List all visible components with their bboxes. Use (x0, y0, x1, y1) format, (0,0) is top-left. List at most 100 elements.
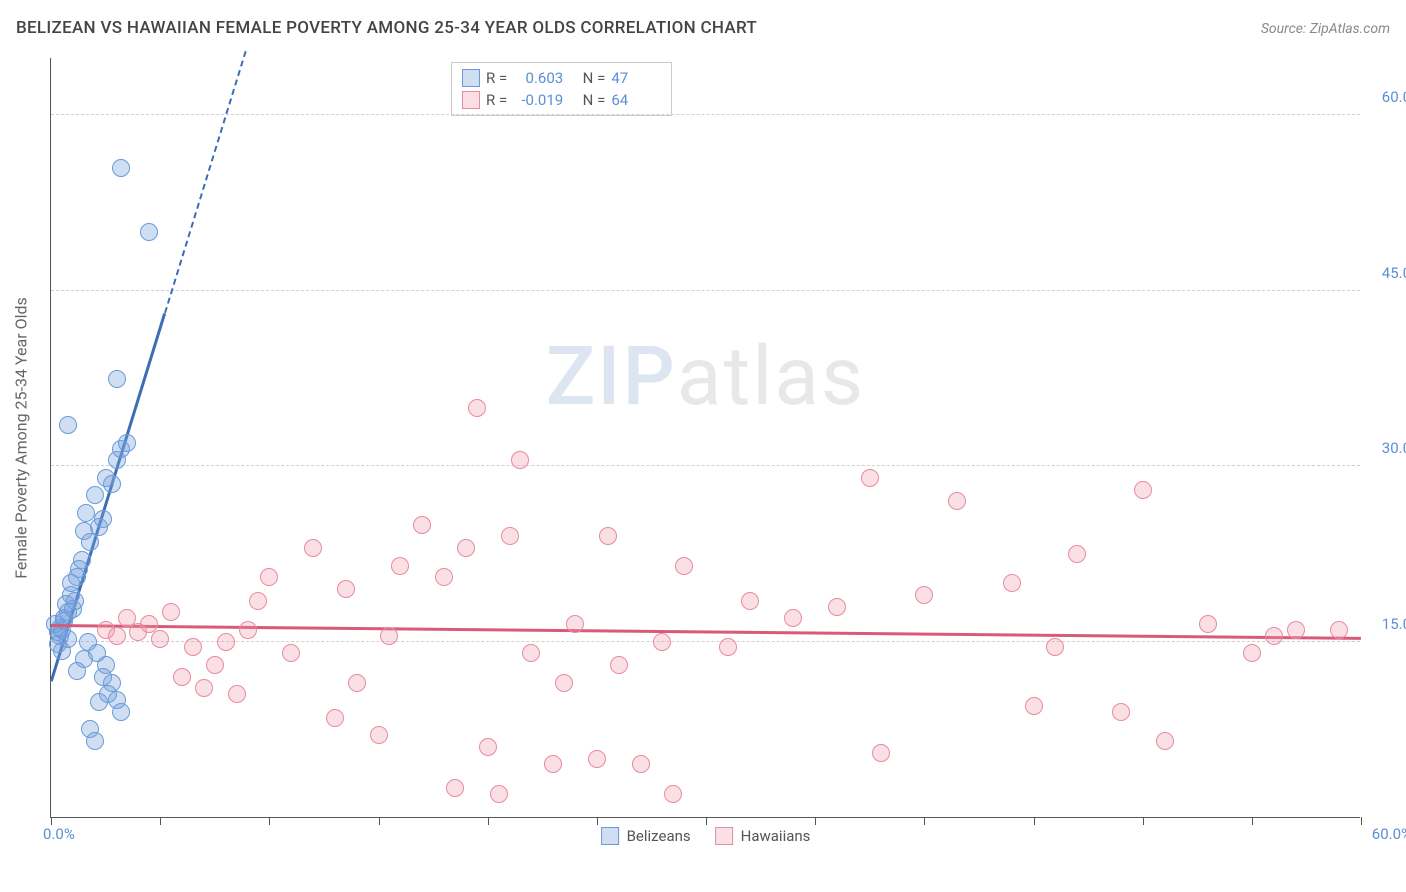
data-point (457, 539, 475, 557)
data-point (501, 527, 519, 545)
x-tick (1252, 817, 1253, 825)
data-point (88, 644, 106, 662)
legend-series-label: Belizeans (627, 827, 691, 845)
x-tick (1034, 817, 1035, 825)
series-legend: Belizeans Hawaiians (601, 827, 811, 845)
data-point (479, 738, 497, 756)
x-tick (924, 817, 925, 825)
data-point (1134, 481, 1152, 499)
data-point (828, 598, 846, 616)
n-label: N = (583, 91, 606, 109)
data-point (151, 630, 169, 648)
data-point (741, 592, 759, 610)
data-point (326, 709, 344, 727)
x-axis-min-label: 0.0% (43, 825, 75, 843)
legend-swatch (462, 91, 480, 109)
r-label: R = (486, 69, 507, 87)
data-point (108, 370, 126, 388)
data-point (162, 603, 180, 621)
x-tick (1143, 817, 1144, 825)
data-point (249, 592, 267, 610)
n-value: 47 (611, 69, 661, 87)
data-point (86, 732, 104, 750)
title-bar: BELIZEAN VS HAWAIIAN FEMALE POVERTY AMON… (16, 18, 1390, 38)
data-point (108, 627, 126, 645)
data-point (522, 644, 540, 662)
legend-series-item: Hawaiians (715, 827, 811, 845)
data-point (99, 685, 117, 703)
watermark-atlas: atlas (677, 329, 865, 425)
gridline (51, 641, 1360, 642)
gridline (51, 114, 1360, 115)
data-point (435, 568, 453, 586)
data-point (348, 674, 366, 692)
data-point (675, 557, 693, 575)
data-point (511, 451, 529, 469)
legend-stat-row: R =-0.019 N =64 (462, 89, 661, 111)
data-point (94, 510, 112, 528)
data-point (1287, 621, 1305, 639)
legend-swatch (601, 827, 619, 845)
data-point (282, 644, 300, 662)
data-point (1243, 644, 1261, 662)
data-point (217, 633, 235, 651)
y-tick-label: 60.0% (1382, 88, 1406, 106)
y-tick-label: 15.0% (1382, 615, 1406, 633)
legend-series-label: Hawaiians (741, 827, 811, 845)
data-point (1199, 615, 1217, 633)
x-tick (379, 817, 380, 825)
data-point (62, 574, 80, 592)
data-point (1112, 703, 1130, 721)
data-point (55, 612, 73, 630)
n-label: N = (583, 69, 606, 87)
gridline (51, 465, 1360, 466)
x-tick (269, 817, 270, 825)
scatter-plot: Female Poverty Among 25-34 Year Olds 0.0… (50, 58, 1360, 818)
r-value: 0.603 (513, 69, 563, 87)
data-point (468, 399, 486, 417)
x-axis-max-label: 60.0% (1372, 825, 1406, 843)
data-point (206, 656, 224, 674)
data-point (68, 662, 86, 680)
data-point (94, 668, 112, 686)
data-point (566, 615, 584, 633)
data-point (380, 627, 398, 645)
trend-line-extrapolated (164, 51, 247, 314)
data-point (81, 533, 99, 551)
data-point (86, 486, 104, 504)
data-point (413, 516, 431, 534)
data-point (239, 621, 257, 639)
data-point (173, 668, 191, 686)
r-label: R = (486, 91, 507, 109)
data-point (1046, 638, 1064, 656)
data-point (1265, 627, 1283, 645)
x-tick (160, 817, 161, 825)
data-point (653, 633, 671, 651)
source-label: Source: ZipAtlas.com (1261, 21, 1390, 37)
y-tick-label: 45.0% (1382, 264, 1406, 282)
data-point (948, 492, 966, 510)
x-tick (815, 817, 816, 825)
x-tick (597, 817, 598, 825)
data-point (103, 475, 121, 493)
x-tick (1361, 817, 1362, 825)
data-point (490, 785, 508, 803)
legend-stat-row: R = 0.603 N = 47 (462, 67, 661, 89)
data-point (228, 685, 246, 703)
data-point (66, 592, 84, 610)
data-point (872, 744, 890, 762)
data-point (719, 638, 737, 656)
legend-swatch (715, 827, 733, 845)
data-point (664, 785, 682, 803)
data-point (304, 539, 322, 557)
data-point (195, 679, 213, 697)
data-point (391, 557, 409, 575)
r-value: -0.019 (513, 91, 563, 109)
legend-series-item: Belizeans (601, 827, 691, 845)
data-point (184, 638, 202, 656)
correlation-legend: R =0.603 N =47R =-0.019 N =64 (451, 62, 672, 116)
data-point (59, 416, 77, 434)
x-tick (706, 817, 707, 825)
data-point (588, 750, 606, 768)
data-point (1156, 732, 1174, 750)
